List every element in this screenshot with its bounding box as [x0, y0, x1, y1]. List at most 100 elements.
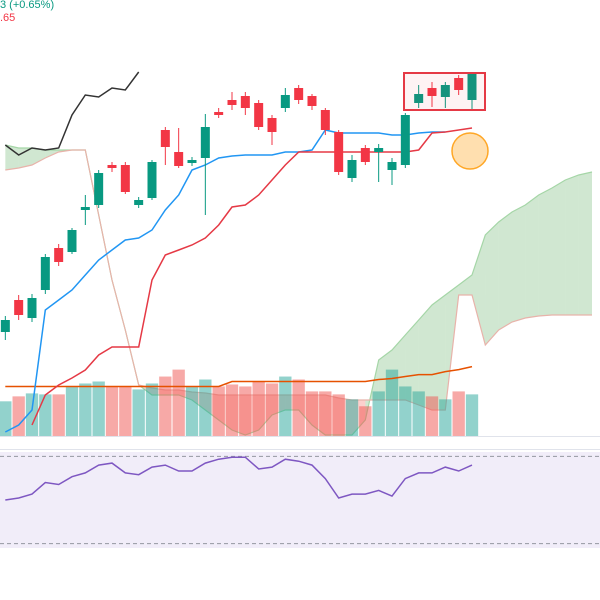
candle-body — [320, 110, 330, 130]
candle-body — [294, 88, 304, 100]
volume-bar — [399, 386, 412, 436]
cloud-fill — [432, 295, 446, 410]
candle-body — [67, 230, 77, 252]
candle-body — [400, 115, 410, 165]
cloud-fill — [565, 175, 579, 315]
legend-text: 3 (+0.65%) — [0, 0, 54, 11]
indicator-line — [4, 71, 140, 156]
candle-body — [334, 132, 344, 172]
volume-bar — [39, 394, 52, 436]
volume-ma-line — [5, 365, 473, 388]
candle-body — [200, 127, 210, 158]
candle-body — [54, 248, 64, 262]
legend-text: .65 — [0, 12, 15, 24]
volume-bar — [359, 406, 372, 436]
volume-bar — [79, 383, 92, 436]
candle-body — [174, 152, 184, 166]
candle-body — [414, 94, 424, 103]
candle-body — [347, 160, 357, 178]
candle-body — [467, 73, 477, 100]
cloud-fill — [32, 148, 46, 165]
volume-bar — [452, 391, 465, 436]
indicator-line — [31, 127, 473, 426]
volume-bar — [92, 381, 105, 436]
cloud-fill — [5, 145, 19, 170]
volume-bar — [292, 379, 305, 436]
candle-body — [307, 96, 317, 106]
candle-body — [267, 118, 277, 132]
cloud-fill — [485, 222, 499, 345]
candle-body — [80, 207, 90, 210]
volume-bar — [119, 386, 132, 436]
volume-bar — [65, 386, 79, 436]
candle-body — [440, 85, 450, 97]
candle-body — [254, 103, 264, 127]
volume-bar — [105, 386, 119, 436]
candle-body — [94, 173, 104, 205]
candle-body — [120, 165, 130, 192]
volume-bar — [172, 369, 185, 436]
cloud-fill — [498, 212, 512, 330]
volume-bar — [52, 394, 65, 436]
volume-bar — [159, 376, 172, 436]
volume-bar — [0, 401, 12, 436]
candle-body — [160, 130, 170, 147]
candle-body — [280, 95, 290, 108]
volume-bar — [385, 369, 399, 436]
volume-bar — [239, 386, 252, 436]
cloud-fill — [538, 188, 552, 316]
highlight-circle — [451, 132, 489, 170]
cloud-fill — [405, 320, 419, 405]
candle-body — [387, 162, 397, 170]
volume-bar — [199, 379, 212, 436]
volume-bar — [25, 393, 39, 436]
candle-body — [214, 112, 224, 115]
candle-body — [107, 165, 117, 168]
volume-bar — [252, 381, 265, 436]
volume-bar — [319, 391, 332, 436]
volume-bar — [145, 383, 159, 436]
volume-bar — [332, 394, 345, 436]
cloud-fill — [418, 305, 432, 410]
candle-body — [27, 298, 37, 318]
candle-body — [427, 88, 437, 96]
header: 3 (+0.65%).65 — [0, 0, 54, 24]
candle-body — [227, 100, 237, 105]
cloud-fill — [472, 235, 486, 345]
volume-bar — [265, 383, 279, 436]
candle-body — [0, 320, 10, 332]
candle-body — [240, 96, 250, 108]
indicator-line — [4, 129, 446, 433]
candle-body — [40, 257, 50, 290]
cloud-fill — [578, 172, 592, 315]
volume-bar — [439, 399, 452, 436]
cloud-fill — [512, 205, 526, 322]
cloud-fill — [458, 275, 472, 295]
candle-body — [14, 300, 24, 315]
volume-bar — [465, 394, 479, 436]
rsi-line — [5, 456, 473, 501]
candle-body — [374, 148, 384, 152]
volume-bar — [345, 399, 359, 436]
candle-body — [454, 78, 464, 90]
volume-bar — [372, 391, 385, 436]
rsi-band — [0, 452, 600, 548]
volume-bar — [132, 389, 145, 436]
cloud-fill — [525, 195, 539, 318]
rsi-pane — [0, 449, 600, 548]
volume-bar — [225, 384, 239, 436]
candle-body — [187, 160, 197, 163]
price-pane — [0, 71, 593, 436]
candle-body — [360, 148, 370, 162]
volume-bar — [279, 376, 292, 436]
cloud-fill — [552, 180, 566, 315]
highlight-box — [403, 72, 486, 111]
candle-body — [147, 162, 157, 198]
volume-bar — [212, 386, 225, 436]
volume-bar — [12, 396, 25, 436]
volume-bar — [412, 391, 425, 436]
volume-bar — [185, 386, 199, 436]
volume-bar — [425, 396, 439, 436]
